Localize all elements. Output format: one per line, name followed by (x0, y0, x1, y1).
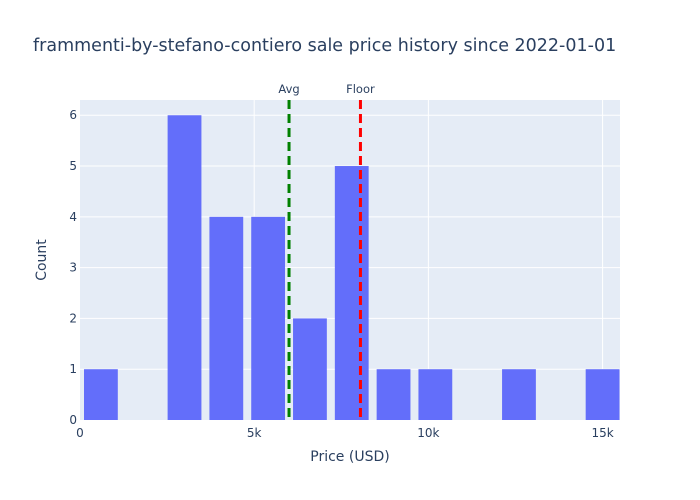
histogram-bar (334, 166, 369, 420)
histogram-bar (293, 318, 327, 420)
y-tick-label: 3 (69, 261, 77, 275)
histogram-bar (209, 216, 244, 420)
histogram-bar (167, 115, 202, 420)
y-axis-title: Count (34, 239, 50, 281)
x-tick-label: 15k (591, 426, 613, 440)
y-tick-label: 4 (69, 210, 77, 224)
y-tick-label: 2 (69, 311, 77, 325)
histogram-bar (376, 369, 411, 420)
x-tick-label: 0 (76, 426, 84, 440)
histogram-bar (585, 369, 620, 420)
y-tick-label: 1 (69, 362, 77, 376)
chart-title: frammenti-by-stefano-contiero sale price… (33, 36, 616, 56)
y-tick-label: 5 (69, 159, 77, 173)
reference-label-floor: Floor (346, 82, 375, 96)
reference-lines: Avg Floor (278, 82, 375, 420)
histogram-bar (84, 369, 118, 420)
x-tick-label: 5k (247, 426, 262, 440)
x-axis-title: Price (USD) (310, 449, 389, 465)
histogram-bar (418, 369, 453, 420)
reference-label-avg: Avg (278, 82, 299, 96)
y-tick-label: 0 (69, 413, 77, 427)
x-tick-label: 10k (417, 426, 439, 440)
histogram-bar (251, 216, 286, 420)
x-axis-ticks: 0 5k 10k 15k (76, 426, 614, 440)
y-tick-label: 6 (69, 108, 77, 122)
y-axis-ticks: 0 1 2 3 4 5 6 (69, 108, 77, 427)
histogram-bar (502, 369, 536, 420)
bars (84, 115, 620, 420)
